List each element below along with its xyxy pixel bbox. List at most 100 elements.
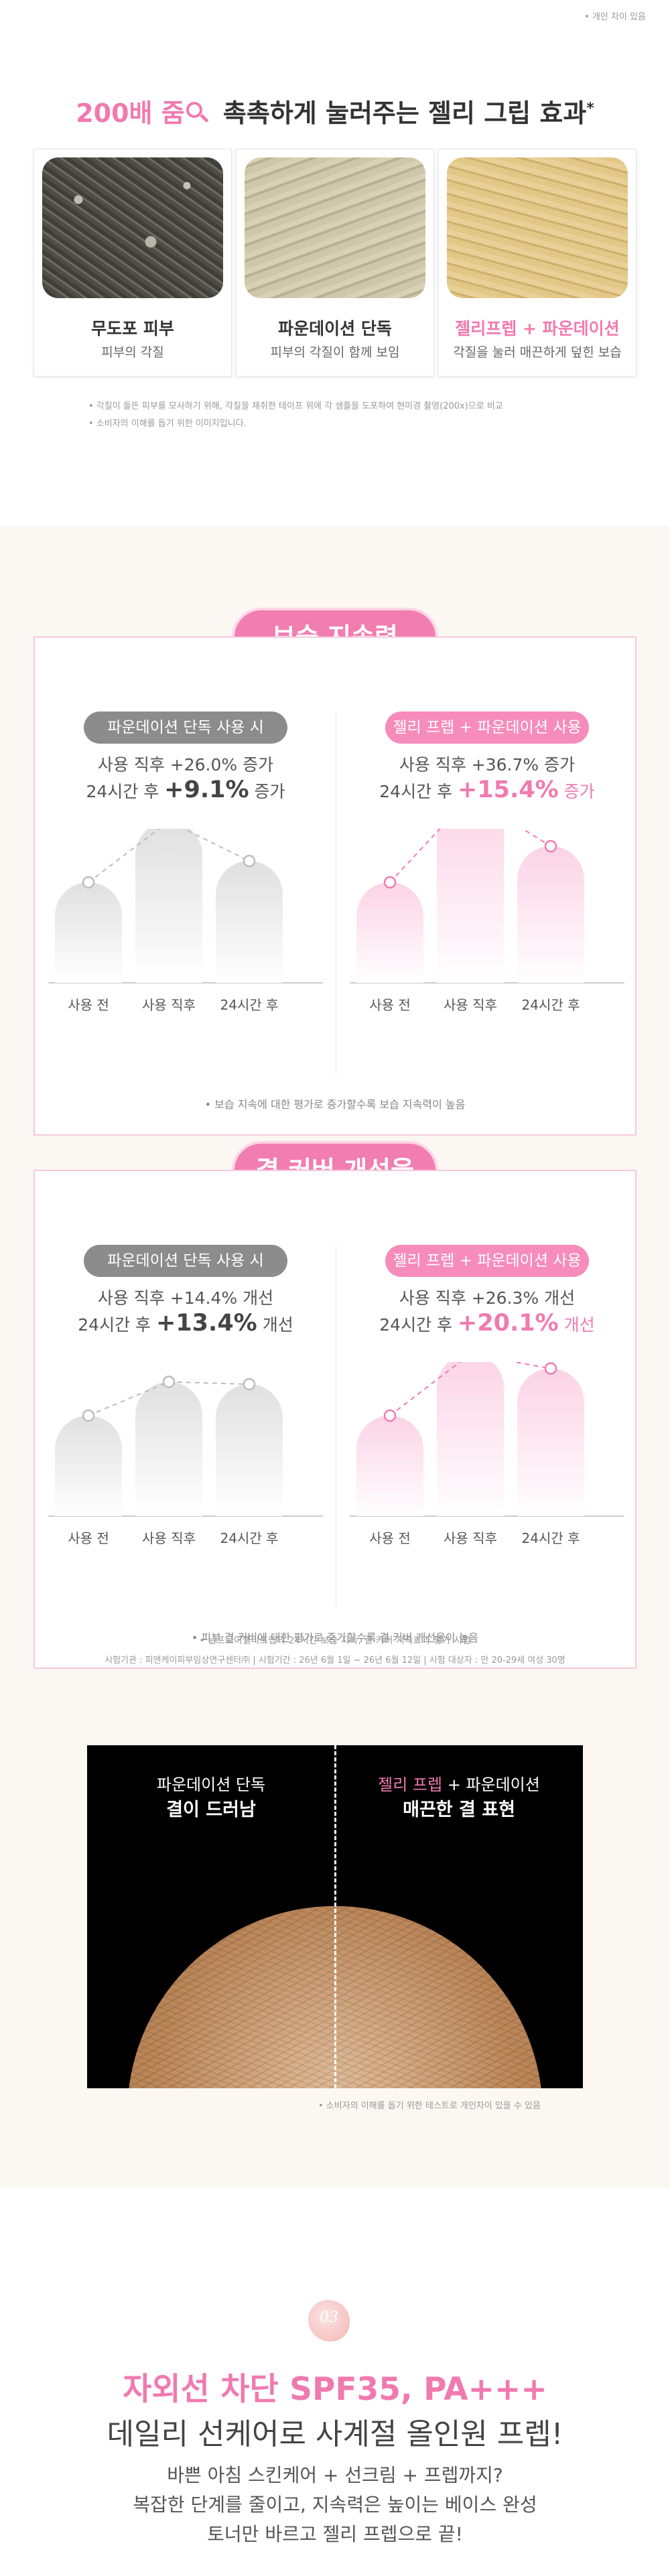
bare-skin-image (42, 157, 223, 298)
tick-label: 사용 직후 (444, 1530, 497, 1546)
tick-label: 사용 전 (369, 997, 411, 1013)
bar (55, 882, 122, 983)
card-foundation-only: 파운데이션 단독 피부의 각질이 함께 보임 (236, 149, 434, 377)
photo-right-pink: 젤리 프렙 (378, 1775, 443, 1794)
line2-suffix: 증가 (249, 782, 285, 801)
texture-right-chart: 사용 전 사용 직후 24시간 후 (350, 1362, 624, 1546)
number-badge: 03 (303, 2295, 363, 2355)
photo-left-caption: 파운데이션 단독 결이 드러남 (87, 1772, 335, 1823)
tick-label: 24시간 후 (220, 997, 278, 1013)
headline-mark: * (586, 100, 594, 117)
bar (437, 829, 504, 983)
texture-left: 파운데이션 단독 사용 시 사용 직후 +14.4% 개선 24시간 후 +13… (35, 1171, 336, 1640)
card-title: 무도포 피부 (91, 319, 174, 338)
card-title-pink: 젤리프렙 (455, 319, 517, 338)
footnote: • 각질이 들뜬 피부를 모사하기 위해, 각질을 채취한 테이프 위에 각 샘… (88, 401, 503, 411)
para-line: 복잡한 단계를 줄이고, 지속력은 높이는 베이스 완성 (133, 2494, 537, 2516)
bar (356, 882, 423, 983)
tick-label: 24시간 후 (521, 1530, 580, 1546)
spf-headline: 자외선 차단 SPF35, PA+++ (123, 2371, 547, 2408)
texture-left-line1: 사용 직후 +14.4% 개선 (97, 1288, 274, 1308)
texture-left-tag: 파운데이션 단독 사용 시 (84, 1245, 287, 1277)
line2-value: +13.4% (156, 1310, 257, 1337)
spf-subhead: 데일리 선케어로 사계절 올인원 프렙! (107, 2417, 563, 2451)
texture-right-tag: 젤리 프렙 + 파운데이션 사용 시 (385, 1245, 589, 1302)
photo-left-line1: 파운데이션 단독 (156, 1775, 266, 1794)
data-point (544, 1362, 557, 1375)
jelly-prep-image (447, 157, 628, 298)
moisture-right-tag: 젤리 프렙 + 파운데이션 사용 시 (385, 711, 589, 768)
zoom-section: • 개인 차이 있음 200배 줌 촉촉하게 눌러주는 젤리 그립 효과* 무도… (0, 0, 670, 526)
tick-label: 사용 직후 (142, 997, 196, 1013)
bar (216, 861, 283, 983)
card-subtitle: 각질을 눌러 매끈하게 덮힌 보습 (453, 345, 622, 360)
magnifier-icon (186, 102, 209, 125)
data-point (544, 839, 557, 853)
zoom-label: 200배 줌 (76, 98, 185, 128)
line2-prefix: 24시간 후 (86, 782, 165, 801)
data-point (82, 1409, 95, 1422)
card-subtitle: 피부의 각질이 함께 보임 (270, 345, 400, 360)
texture-left-chart: 사용 전 사용 직후 24시간 후 (48, 1375, 323, 1546)
clinical-section: 보습 지속력 파운데이션 단독 사용 시 사용 직후 +26.0% 증가 24시… (0, 526, 670, 2187)
data-point (383, 1409, 397, 1422)
card-title-plus: + (517, 319, 543, 338)
study-note-2: 시험기관 : 피앤케이피부임상연구센터㈜ | 시험기간 : 26년 6월 1일 … (105, 1655, 565, 1666)
headline-text: 촉촉하게 눌러주는 젤리 그립 효과 (222, 98, 587, 128)
tick-label: 24시간 후 (220, 1530, 278, 1546)
footnote: • 소비자의 이해를 돕기 위한 이미지입니다. (88, 419, 247, 429)
line2-suffix: 개선 (257, 1315, 293, 1335)
badge-number: 03 (320, 2309, 338, 2326)
moisture-right-line2: 24시간 후 +15.4% 증가 (336, 776, 638, 803)
tick-label: 사용 전 (68, 1530, 109, 1546)
spf-section: 03 자외선 차단 SPF35, PA+++ 데일리 선케어로 사계절 올인원 … (0, 2187, 670, 2576)
texture-right-line1: 사용 직후 +26.3% 개선 (399, 1288, 576, 1308)
line2-suffix: 개선 (558, 1315, 595, 1335)
photo-right-caption: 젤리 프렙 + 파운데이션 매끈한 결 표현 (335, 1772, 583, 1823)
line2-suffix: 증가 (558, 782, 595, 801)
line2-value: +9.1% (164, 776, 249, 803)
bar (517, 1368, 584, 1516)
trend-line (389, 829, 551, 883)
comparison-photo: 파운데이션 단독 결이 드러남 젤리 프렙 + 파운데이션 매끈한 결 표현 (87, 1745, 583, 2088)
line2-value: +20.1% (458, 1310, 559, 1337)
moisture-panel: 파운데이션 단독 사용 시 사용 직후 +26.0% 증가 24시간 후 +9.… (34, 636, 636, 1136)
texture-panel: 파운데이션 단독 사용 시 사용 직후 +14.4% 개선 24시간 후 +13… (34, 1170, 636, 1669)
photo-left-line2: 결이 드러남 (166, 1800, 256, 1820)
data-point (383, 876, 397, 889)
bar (437, 1362, 504, 1516)
line2-value: +15.4% (458, 776, 559, 803)
bar (216, 1384, 283, 1516)
tick-label: 24시간 후 (521, 997, 580, 1013)
tick-label: 사용 전 (68, 997, 109, 1013)
tick-label: 사용 직후 (444, 997, 497, 1013)
zoom-headline: 200배 줌 촉촉하게 눌러주는 젤리 그립 효과* (0, 92, 670, 129)
card-subtitle: 피부의 각질 (101, 345, 164, 360)
texture-right-line2: 24시간 후 +20.1% 개선 (336, 1310, 638, 1337)
trend-line (88, 829, 250, 883)
moisture-left: 파운데이션 단독 사용 시 사용 직후 +26.0% 증가 24시간 후 +9.… (35, 638, 336, 1107)
card-title: 젤리프렙 + 파운데이션 (439, 316, 636, 340)
photo-footnote: • 소비자의 이해를 돕기 위한 테스트로 개인차이 있을 수 있음 (318, 2101, 541, 2111)
foundation-only-image (245, 157, 425, 298)
moisture-right: 젤리 프렙 + 파운데이션 사용 시 사용 직후 +36.7% 증가 24시간 … (336, 638, 638, 1107)
tick-label: 사용 직후 (142, 1530, 196, 1546)
texture-left-line2: 24시간 후 +13.4% 개선 (35, 1310, 336, 1337)
card-title: 파운데이션 단독 (278, 319, 392, 338)
card-jelly-prep: 젤리프렙 + 파운데이션 각질을 눌러 매끈하게 덮힌 보습 (438, 149, 636, 377)
line2-prefix: 24시간 후 (379, 1315, 458, 1335)
photo-divider (334, 1745, 336, 2088)
moisture-footnote: • 보습 지속에 대한 평가로 증가할수록 보습 지속력이 높음 (204, 1098, 466, 1111)
texture-right: 젤리 프렙 + 파운데이션 사용 시 사용 직후 +26.3% 개선 24시간 … (336, 1171, 638, 1640)
moisture-right-chart: 사용 전 사용 직후 24시간 후 (350, 829, 624, 1013)
moisture-left-line2: 24시간 후 +9.1% 증가 (35, 776, 336, 803)
line2-prefix: 24시간 후 (379, 782, 458, 801)
photo-right-line1: 젤리 프렙 + 파운데이션 (335, 1772, 583, 1798)
bar (517, 846, 584, 983)
spf-paragraph: 바쁜 아침 스킨케어 + 선크림 + 프렙까지? 복잡한 단계를 줄이고, 지속… (0, 2461, 670, 2549)
top-note: • 개인 차이 있음 (584, 12, 646, 22)
bar (356, 1416, 423, 1516)
bar (135, 829, 202, 983)
data-point (162, 1375, 176, 1388)
